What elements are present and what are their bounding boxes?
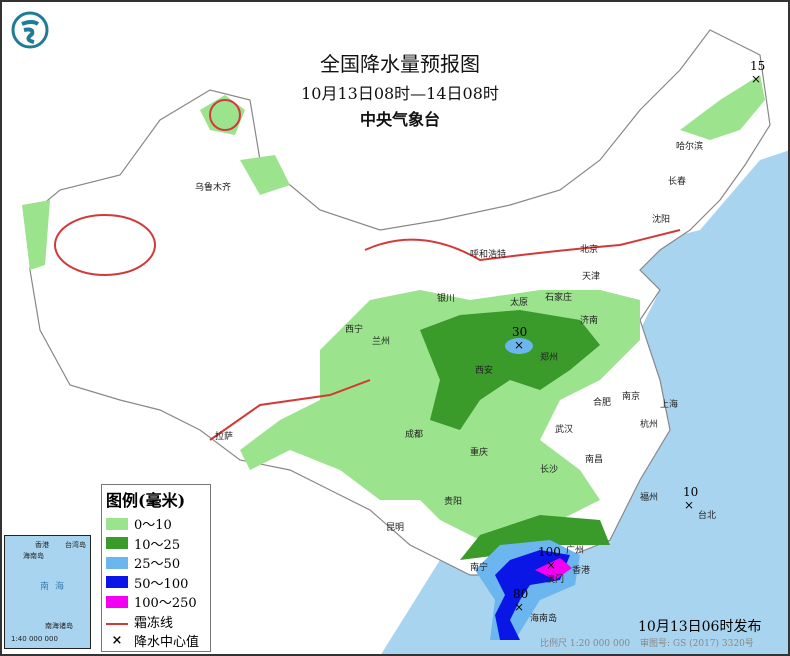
legend-label: 0～10 xyxy=(134,518,172,534)
city-label: 成都 xyxy=(405,430,424,440)
city-label: 拉萨 xyxy=(215,432,234,442)
city-label: 太原 xyxy=(510,298,529,308)
city-label: 杭州 xyxy=(640,420,659,430)
forecast-period: 10月13日08时—14日08时 xyxy=(301,84,499,103)
review-number: 审图号: GS (2017) 3320号 xyxy=(640,639,754,649)
city-label: 南宁 xyxy=(470,563,489,573)
legend-item: × 降水中心值 xyxy=(106,631,206,651)
legend-item: 10～25 xyxy=(106,534,206,554)
south-china-sea-inset: 香港 海南岛 台湾岛 南海 南海诸岛 1:40 000 000 xyxy=(4,535,91,649)
city-label: 台北 xyxy=(698,511,717,521)
city-label: 福州 xyxy=(640,493,659,503)
sea xyxy=(380,150,790,656)
issuer: 中央气象台 xyxy=(359,110,440,129)
cma-logo-icon xyxy=(11,11,49,49)
rain-25-50-henan xyxy=(505,338,533,354)
inset-label: 台湾岛 xyxy=(65,541,86,549)
city-label: 贵阳 xyxy=(444,497,463,507)
city-label: 南京 xyxy=(622,392,641,402)
rain-center-value: 10 xyxy=(683,485,699,499)
legend-label: 降水中心值 xyxy=(134,635,200,651)
legend-label: 100～250 xyxy=(134,596,197,612)
city-label: 昆明 xyxy=(386,523,405,533)
city-label: 西宁 xyxy=(345,325,364,335)
legend-item: 25～50 xyxy=(106,553,206,573)
city-label: 济南 xyxy=(580,316,599,326)
legend-item: 50～100 xyxy=(106,573,206,593)
city-label: 呼和浩特 xyxy=(470,250,507,260)
legend-item: 0～10 xyxy=(106,514,206,534)
rain-center-marker-icon: × xyxy=(684,498,695,512)
legend-swatch xyxy=(106,595,128,608)
rain-center-value: 15 xyxy=(750,59,766,73)
city-label: 广州 xyxy=(566,546,585,556)
rain-10-25-central xyxy=(420,310,600,430)
inset-label: 南海诸岛 xyxy=(45,622,73,630)
rain-center-marker-icon: × xyxy=(751,72,762,86)
city-label: 沈阳 xyxy=(652,215,671,225)
rain-center-marker-icon: × xyxy=(546,558,557,572)
city-label: 上海 xyxy=(660,400,679,410)
rain-center-value: 80 xyxy=(513,587,529,601)
rain-center-value: 30 xyxy=(512,325,528,339)
city-label: 北京 xyxy=(580,245,599,255)
city-label: 天津 xyxy=(582,272,601,282)
rain-center-value: 100 xyxy=(538,545,561,559)
rain-center-marker-icon: × xyxy=(514,600,525,614)
legend-label: 50～100 xyxy=(134,576,189,592)
city-label: 南昌 xyxy=(585,455,604,465)
city-label: 武汉 xyxy=(555,425,574,435)
city-label: 澳门 xyxy=(546,575,565,585)
legend-label: 10～25 xyxy=(134,537,181,553)
legend-swatch xyxy=(106,517,128,530)
city-label: 香港 xyxy=(572,566,591,576)
legend-swatch xyxy=(106,537,128,550)
city-label: 石家庄 xyxy=(545,293,573,303)
inset-label: 香港 xyxy=(35,541,49,549)
legend-item: 100～250 xyxy=(106,592,206,612)
publish-time: 10月13日06时发布 xyxy=(638,619,762,635)
inset-label: 海南岛 xyxy=(23,552,44,560)
city-label: 长春 xyxy=(668,177,687,187)
city-label: 哈尔滨 xyxy=(676,142,704,152)
city-label: 长沙 xyxy=(540,465,559,475)
rain-100-250 xyxy=(535,558,572,580)
frost-line-icon xyxy=(106,617,128,626)
legend-swatch xyxy=(106,576,128,589)
rain-center-marker-icon: × xyxy=(111,633,123,649)
inset-scale: 1:40 000 000 xyxy=(11,635,58,643)
city-label: 西安 xyxy=(475,366,494,376)
rain-0-10-ne xyxy=(680,75,765,140)
legend-label: 霜冻线 xyxy=(134,615,174,631)
inset-label: 南海 xyxy=(40,582,71,592)
city-label: 银川 xyxy=(437,294,456,304)
city-label: 合肥 xyxy=(593,398,612,408)
rain-center-marker-icon: × xyxy=(514,338,525,352)
rain-0-10-xj xyxy=(200,95,245,135)
legend-item: 霜冻线 xyxy=(106,612,206,632)
legend-title: 图例(毫米) xyxy=(106,491,186,510)
city-label: 兰州 xyxy=(372,337,391,347)
legend: 图例(毫米) 0～10 10～25 25～50 50～100 100～250 霜… xyxy=(101,484,211,652)
city-label: 乌鲁木齐 xyxy=(195,183,232,193)
city-label: 郑州 xyxy=(540,353,559,363)
city-label: 重庆 xyxy=(470,448,489,458)
rain-0-10-nw xyxy=(22,200,50,270)
map-title: 全国降水量预报图 xyxy=(320,52,480,76)
legend-label: 25～50 xyxy=(134,557,181,573)
frost-lines xyxy=(54,99,681,441)
map-scale: 比例尺 1:20 000 000 xyxy=(540,639,631,649)
rain-0-10-xj2 xyxy=(240,155,290,195)
city-label: 海南岛 xyxy=(530,614,558,624)
legend-swatch xyxy=(106,556,128,569)
